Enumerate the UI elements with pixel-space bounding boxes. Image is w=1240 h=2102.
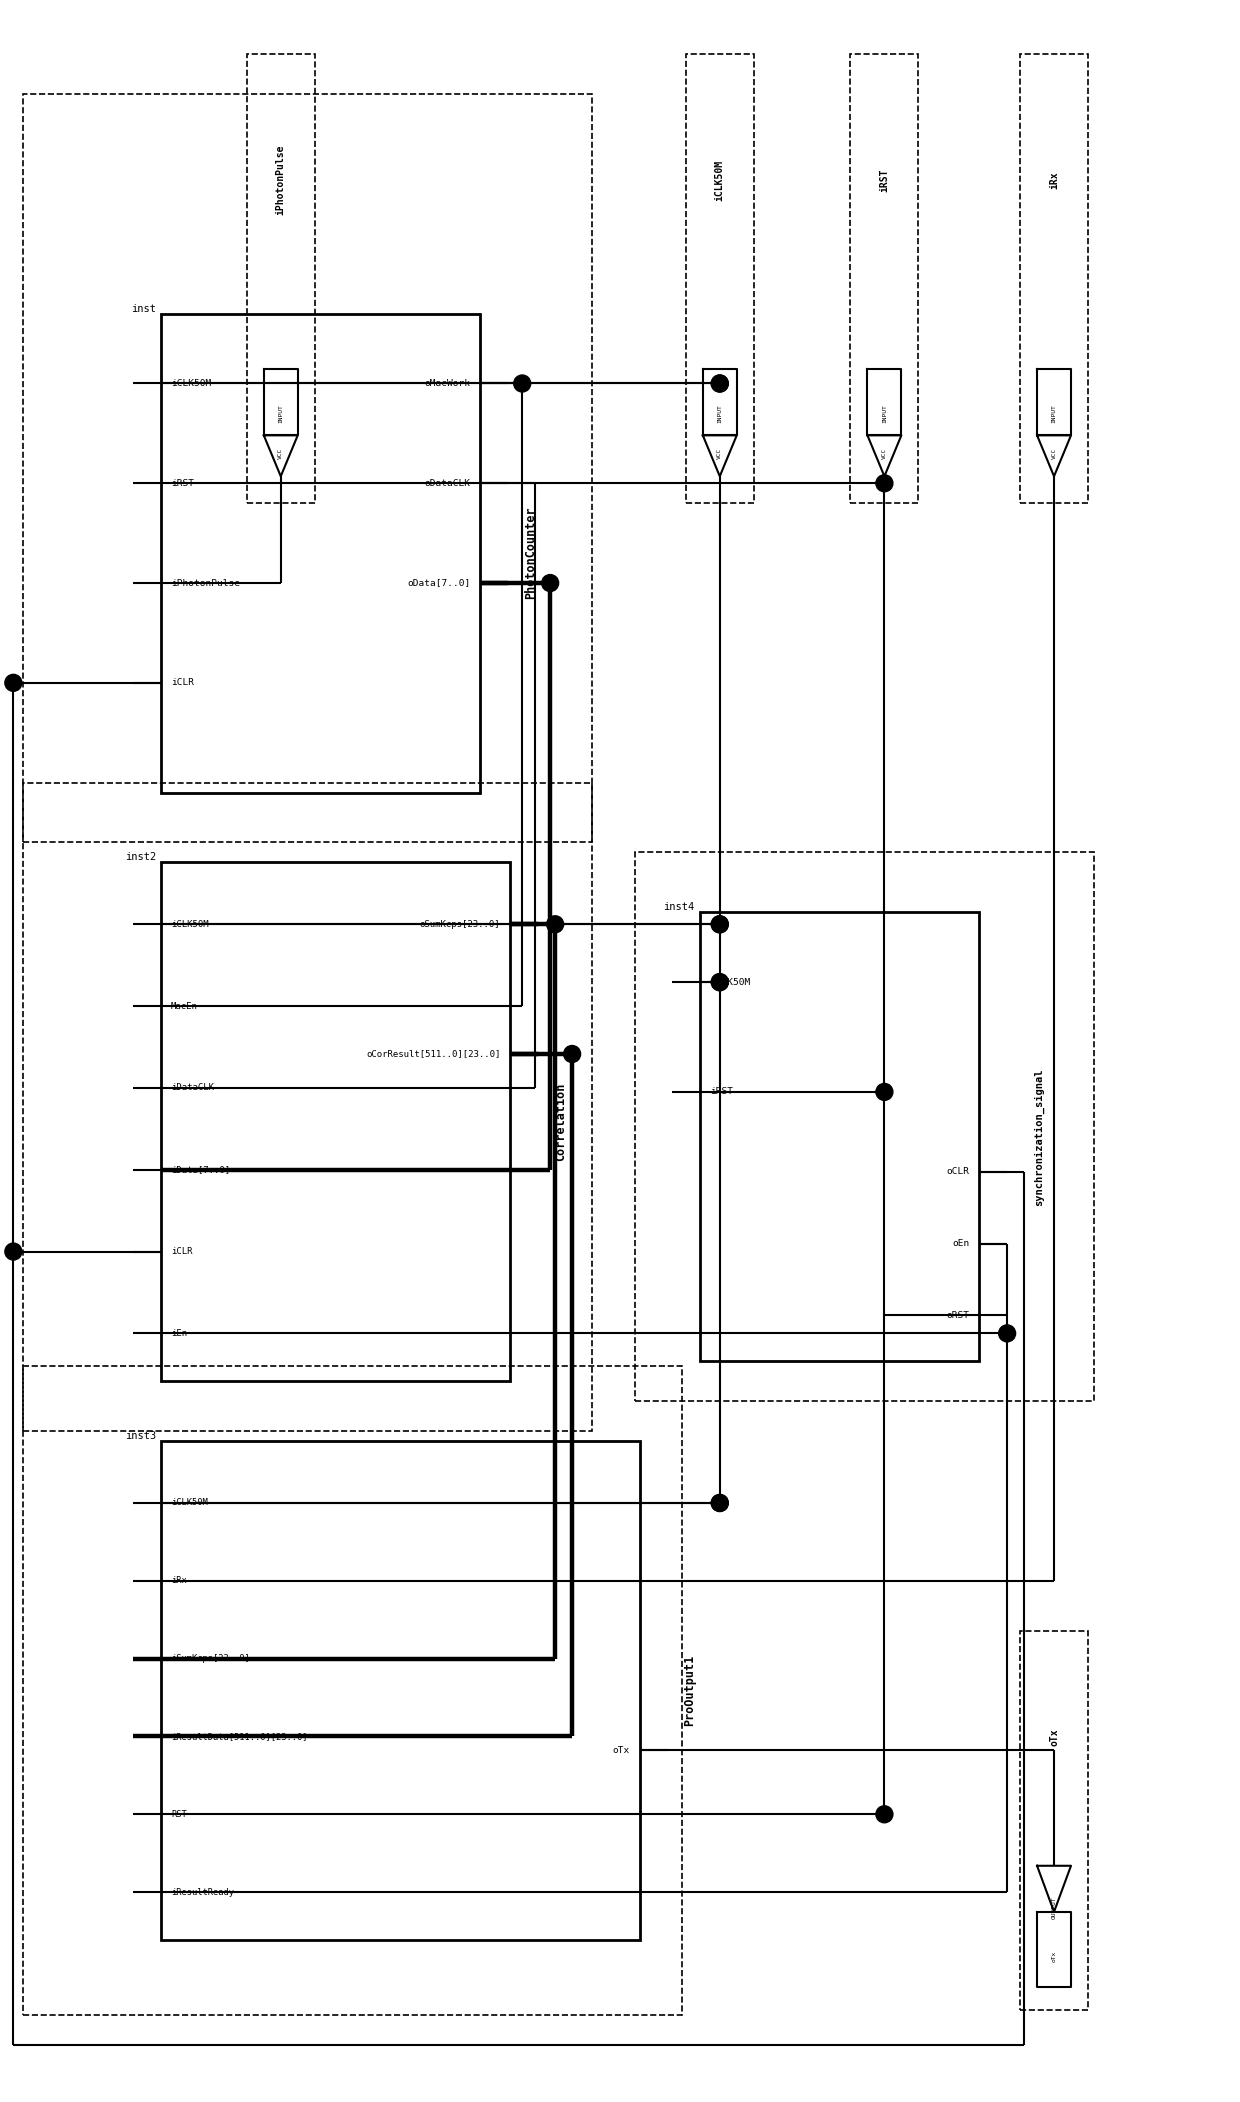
Text: iResultData[511..0][23..0]: iResultData[511..0][23..0]: [171, 1732, 308, 1740]
Circle shape: [547, 916, 564, 933]
Bar: [699, 912, 980, 1362]
Circle shape: [5, 675, 22, 692]
Text: iResultReady: iResultReady: [171, 1888, 234, 1896]
Bar: [161, 1442, 640, 1940]
Bar: [1021, 1631, 1087, 2010]
Text: iPhotonPulse: iPhotonPulse: [275, 145, 285, 214]
Text: oTx: oTx: [613, 1747, 630, 1755]
Text: oRST: oRST: [946, 1312, 970, 1320]
Circle shape: [712, 916, 728, 933]
Text: oMacWork: oMacWork: [424, 378, 470, 389]
Circle shape: [542, 574, 559, 591]
Text: VCC: VCC: [882, 448, 887, 460]
Text: inst2: inst2: [125, 853, 156, 862]
Text: inst3: inst3: [125, 1431, 156, 1442]
Text: iCLK50M: iCLK50M: [171, 921, 208, 929]
Text: iRST: iRST: [709, 1087, 733, 1097]
Bar: [161, 862, 510, 1381]
Text: iPhotonPulse: iPhotonPulse: [171, 578, 241, 589]
Text: iRx: iRx: [1049, 170, 1059, 189]
Text: iCLK50M: iCLK50M: [171, 378, 211, 389]
Circle shape: [712, 1495, 728, 1511]
Circle shape: [712, 1495, 728, 1511]
Bar: [851, 55, 919, 502]
Text: MacEn: MacEn: [171, 1001, 198, 1011]
Text: PhotonCounter: PhotonCounter: [523, 507, 537, 599]
Text: oCorResult[511..0][23..0]: oCorResult[511..0][23..0]: [366, 1049, 500, 1059]
Bar: [635, 853, 1094, 1402]
Text: Correlation: Correlation: [553, 1083, 567, 1160]
Text: iRST: iRST: [171, 479, 193, 488]
Text: iRST: iRST: [879, 168, 889, 191]
Bar: [1021, 55, 1087, 502]
Text: iDataCLK: iDataCLK: [171, 1083, 215, 1093]
Bar: [247, 55, 315, 502]
Text: oSumKcps[23..0]: oSumKcps[23..0]: [419, 921, 500, 929]
Text: oDataCLK: oDataCLK: [424, 479, 470, 488]
Text: oTx: oTx: [1052, 1951, 1056, 1963]
Circle shape: [5, 1242, 22, 1259]
Circle shape: [712, 374, 728, 391]
Bar: [24, 1366, 682, 2016]
Circle shape: [998, 1324, 1016, 1341]
Text: inst4: inst4: [663, 902, 694, 912]
Text: iCLR: iCLR: [171, 679, 193, 687]
Text: oCLR: oCLR: [946, 1167, 970, 1177]
Text: oEn: oEn: [952, 1238, 970, 1249]
Text: iEn: iEn: [171, 1328, 187, 1337]
Bar: [24, 782, 591, 1431]
Circle shape: [875, 475, 893, 492]
Circle shape: [875, 1083, 893, 1099]
Text: iCLK50M: iCLK50M: [714, 160, 724, 200]
Text: OUTPUT: OUTPUT: [1052, 1896, 1056, 1919]
Text: iCLK50M: iCLK50M: [709, 977, 750, 986]
Text: VCC: VCC: [1052, 448, 1056, 460]
Text: oTx: oTx: [1049, 1728, 1059, 1745]
Text: VCC: VCC: [278, 448, 283, 460]
Circle shape: [875, 1806, 893, 1822]
Circle shape: [712, 916, 728, 933]
Bar: [24, 95, 591, 843]
Circle shape: [513, 374, 531, 391]
Bar: [686, 55, 754, 502]
Text: synchronization_signal: synchronization_signal: [1034, 1068, 1044, 1207]
Text: ProOutput1: ProOutput1: [683, 1654, 697, 1726]
Text: iSumKcps[23..0]: iSumKcps[23..0]: [171, 1654, 249, 1663]
Circle shape: [712, 374, 728, 391]
Text: VCC: VCC: [717, 448, 722, 460]
Circle shape: [564, 1045, 580, 1062]
Text: RST: RST: [171, 1810, 187, 1818]
Text: INPUT: INPUT: [278, 404, 283, 423]
Text: iCLR: iCLR: [171, 1246, 192, 1257]
Circle shape: [712, 973, 728, 990]
Circle shape: [712, 973, 728, 990]
Text: INPUT: INPUT: [1052, 404, 1056, 423]
Text: INPUT: INPUT: [882, 404, 887, 423]
Text: iCLK50M: iCLK50M: [171, 1499, 208, 1507]
Text: oData[7..0]: oData[7..0]: [407, 578, 470, 589]
Text: INPUT: INPUT: [717, 404, 722, 423]
Text: inst: inst: [131, 303, 156, 313]
Text: iRx: iRx: [171, 1576, 187, 1585]
Text: iData[7..0]: iData[7..0]: [171, 1165, 231, 1175]
Bar: [161, 313, 480, 792]
